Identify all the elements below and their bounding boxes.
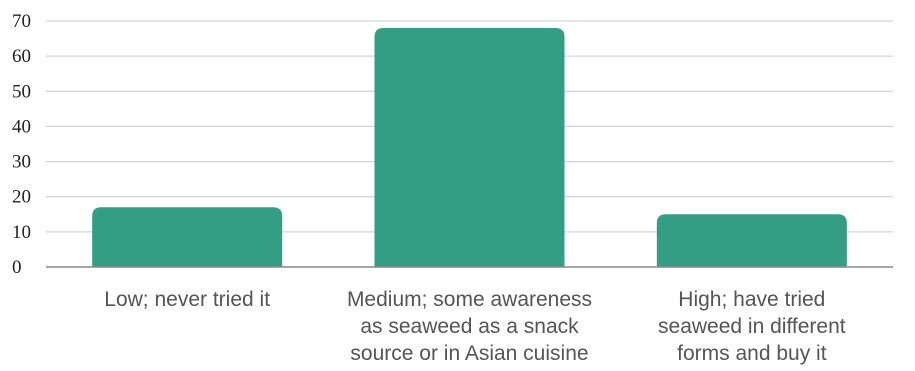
x-category-label: Medium; some awareness as seaweed as a sn… [320,286,620,367]
x-category-label-line: Medium; some awareness [346,288,593,311]
x-category-label-line: as seaweed as a snack [360,315,579,338]
x-category-label-line: forms and buy it [677,342,827,365]
y-tick-label: 30 [12,152,31,173]
x-category-label-line: source or in Asian cuisine [350,342,589,365]
bars [92,28,847,268]
y-tick-label: 20 [12,187,31,208]
y-tick-label: 10 [12,222,31,243]
y-axis-tick-labels: 0 10 20 30 40 50 60 70 [12,11,31,278]
bar [92,207,283,267]
y-tick-label: 60 [12,46,31,67]
bar [656,214,847,267]
bar [374,28,565,268]
y-tick-label: 40 [12,116,31,137]
x-category-label: High; have tried seaweed in different form… [602,286,902,367]
x-category-label: Low; never tried it [37,286,337,313]
x-category-label-line: High; have tried [678,288,826,311]
x-category-label-line: Low; never tried it [104,288,271,311]
y-tick-label: 70 [12,11,31,32]
y-tick-label: 0 [12,257,22,278]
x-category-label-line: seaweed in different [658,315,846,338]
y-tick-label: 50 [12,81,31,102]
